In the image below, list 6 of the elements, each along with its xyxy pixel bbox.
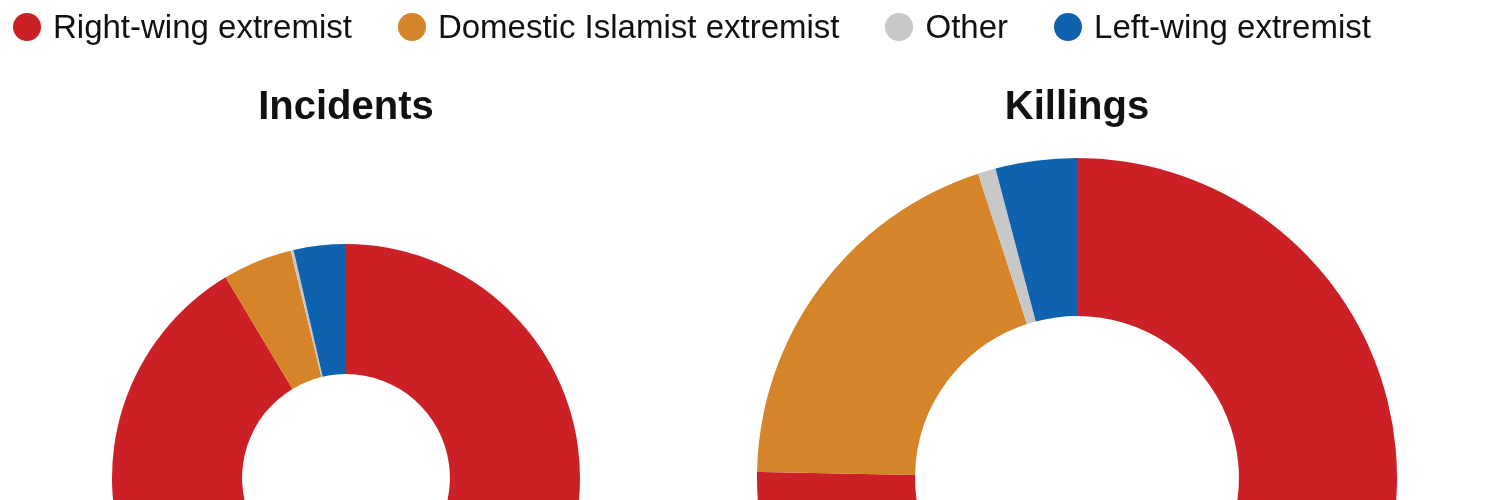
slice-label: Incidents [258,82,434,128]
legend-label: Other [925,8,1009,45]
legend-label: Domestic Islamist extremist [437,8,840,45]
legend-label: Right-wing extremist [53,8,352,45]
legend-label: Left-wing extremist [1094,8,1371,45]
slice-label: Killings [1004,82,1150,128]
